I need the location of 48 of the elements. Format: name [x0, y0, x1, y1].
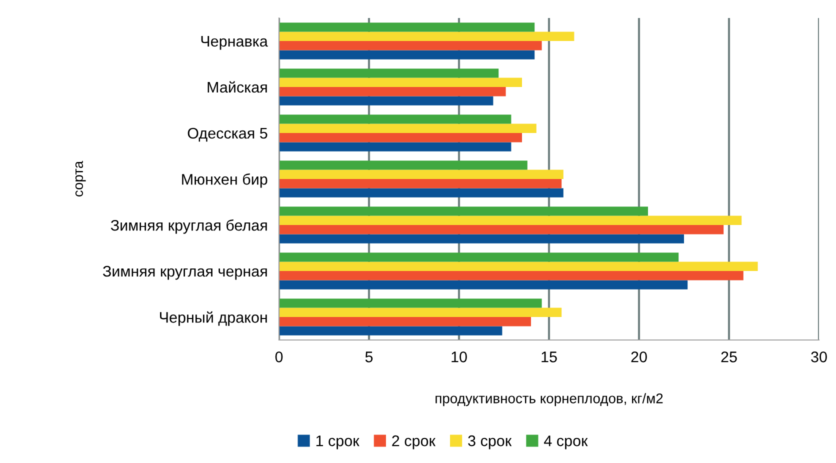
bar [279, 41, 542, 50]
bar [279, 206, 648, 216]
y-tick-label: Чернавка [201, 36, 268, 50]
bar [279, 124, 536, 133]
bar [279, 225, 724, 234]
bar [279, 308, 562, 317]
x-axis-title: продуктивность корнеплодов, кг/м2 [436, 393, 663, 406]
x-tick-label: 25 [721, 352, 737, 362]
bar [279, 32, 574, 41]
legend-label: 3 срок [468, 435, 512, 450]
x-tick-label: 5 [365, 352, 373, 362]
bar [279, 133, 522, 142]
x-tick-label: 30 [811, 352, 827, 362]
legend-label: 1 срок [316, 436, 360, 450]
y-tick-label: Зимняя круглая белая [110, 219, 267, 234]
bar [279, 188, 564, 198]
bar [279, 68, 499, 78]
bar [279, 142, 512, 152]
y-tick-label: Одесская 5 [188, 128, 268, 142]
legend-label: 2 срок [392, 435, 436, 450]
x-tick-label: 0 [275, 352, 283, 362]
bar [279, 50, 535, 60]
bar [279, 317, 531, 326]
bar [279, 22, 535, 32]
y-axis-title: сорта [75, 160, 86, 196]
bar [279, 298, 542, 308]
bar [279, 87, 506, 96]
y-tick-label: Зимняя круглая черная [102, 266, 267, 280]
x-tick-label: 20 [631, 352, 647, 362]
bar [279, 170, 564, 179]
x-tick-label: 10 [452, 352, 467, 362]
bar [279, 114, 512, 124]
y-tick-label: Майская [208, 81, 267, 93]
bar [279, 280, 688, 290]
bar [279, 179, 562, 188]
bar [279, 96, 494, 106]
bar [279, 326, 502, 336]
y-tick-label: Мюнхен бир [182, 173, 268, 188]
bar [279, 78, 522, 87]
bar [279, 252, 679, 262]
bar [279, 160, 528, 170]
x-tick-label: 15 [542, 352, 557, 362]
bar [279, 262, 758, 271]
bar [279, 271, 744, 280]
legend-label: 4 срок [544, 436, 588, 450]
bar [279, 216, 742, 225]
bar [279, 234, 684, 244]
y-tick-label: Черный дракон [160, 311, 267, 326]
